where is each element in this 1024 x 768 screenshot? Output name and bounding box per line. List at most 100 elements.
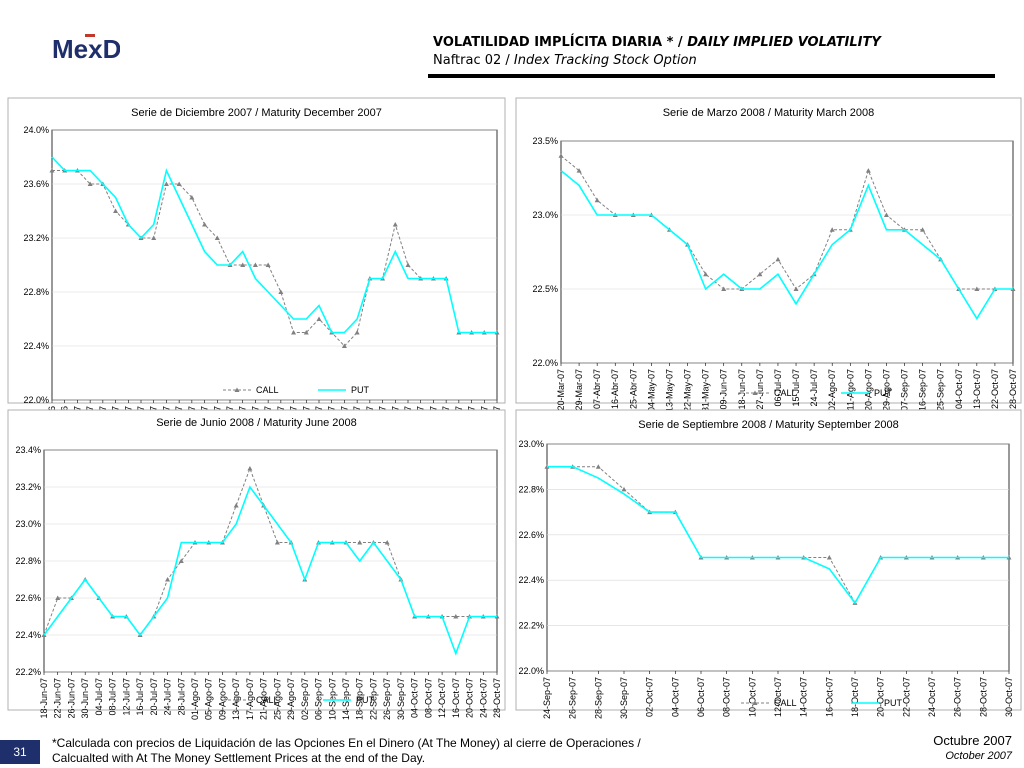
x-tick-label: 30-Oct-07	[1004, 677, 1014, 717]
x-tick-label: 14-Abr-07	[212, 406, 222, 446]
call-point	[757, 271, 763, 277]
x-tick-label: 08-Oct-07	[722, 677, 732, 717]
call-point	[594, 197, 600, 203]
x-tick-label: 16-Oct-07	[451, 678, 461, 718]
call-point	[878, 555, 884, 560]
x-tick-label: 07-Abr-07	[592, 369, 602, 409]
plot-area	[560, 140, 1014, 364]
series-put-line	[43, 485, 497, 656]
call-point	[367, 276, 373, 281]
call-point	[469, 330, 475, 335]
call-point	[189, 195, 195, 200]
x-tick-label: 04-Oct-07	[670, 677, 680, 717]
x-tick-label: 18-Jun-07	[39, 678, 49, 719]
plot-area	[51, 129, 498, 401]
call-point	[55, 595, 61, 600]
call-point	[219, 540, 225, 545]
x-tick-label: 20-Oct-07	[479, 406, 489, 446]
x-tick-label: 02-May-07	[238, 406, 248, 449]
call-point	[261, 503, 267, 508]
x-tick-label: 05-Sep-07	[416, 406, 426, 448]
x-tick-label: 05-Ene-07	[72, 406, 82, 448]
x-tick-label: 02-Sep-07	[300, 678, 310, 720]
x-tick-label: 09-Ago-07	[378, 406, 388, 448]
title-main: VOLATILIDAD IMPLÍCITA DIARIA * /	[433, 35, 688, 50]
call-point	[685, 242, 691, 247]
y-tick-label: 22.8%	[518, 484, 544, 494]
call-point	[453, 614, 459, 619]
x-tick-label: 27-Jun-07	[755, 369, 765, 410]
chart-frame	[7, 409, 506, 711]
chart-panel-0: Serie de Diciembre 2007 / Maturity Decem…	[7, 97, 506, 449]
x-tick-label: 04-Oct-07	[954, 369, 964, 409]
legend-put-label: PUT	[351, 385, 370, 395]
y-tick-label: 23.5%	[532, 136, 558, 146]
x-tick-label: 04-Jul-07	[94, 678, 104, 716]
x-tick-label: 18-Oct-07	[850, 677, 860, 717]
x-tick-label: 22-Jul-07	[352, 406, 362, 444]
y-tick-label: 23.2%	[23, 233, 49, 243]
x-tick-label: 22-Oct-07	[901, 677, 911, 717]
y-tick-label: 22.5%	[532, 284, 558, 294]
header-rule	[428, 74, 995, 78]
x-tick-label: 12-Oct-07	[437, 678, 447, 718]
call-point	[666, 227, 672, 232]
x-tick-label: 22-Jun-07	[53, 678, 63, 719]
call-point	[775, 555, 781, 560]
call-point	[883, 212, 889, 217]
call-point	[412, 614, 418, 619]
call-point	[630, 212, 636, 217]
y-tick-label: 22.6%	[518, 530, 544, 540]
x-tick-label: 23-Sep-07	[441, 406, 451, 448]
x-tick-label: 13-Ago-07	[231, 678, 241, 720]
x-tick-label: 20-Jul-07	[149, 678, 159, 716]
x-tick-label: 16-Oct-07	[824, 677, 834, 717]
x-tick-label: 25-Sep-07	[936, 369, 946, 411]
chart-title: Serie de Septiembre 2008 / Maturity Sept…	[638, 419, 898, 431]
legend-call-label: CALL	[256, 695, 279, 705]
call-point	[137, 632, 143, 637]
x-tick-label: 28-Oct-07	[978, 677, 988, 717]
y-tick-label: 22.8%	[15, 556, 41, 566]
call-point	[647, 509, 653, 515]
call-point	[151, 614, 157, 619]
x-tick-label: 13-Oct-07	[972, 369, 982, 409]
x-tick-label: 05-Abr-07	[200, 406, 210, 446]
x-tick-label: 18-Jun-07	[737, 369, 747, 410]
page-subtitle: Naftrac 02 / Index Tracking Stock Option	[433, 53, 697, 68]
x-tick-label: 24-Sep-07	[542, 677, 552, 719]
x-tick-label: 08-Jul-07	[108, 678, 118, 716]
series-call-line	[560, 155, 1013, 290]
mexder-logo: MexDer	[52, 34, 120, 64]
chart-frame	[515, 97, 1022, 404]
call-point	[494, 614, 500, 619]
call-point	[721, 286, 727, 291]
x-tick-label: 20-Mar-07	[556, 369, 566, 411]
x-tick-label: 28-Jul-07	[176, 678, 186, 716]
subtitle-main: Naftrac 02 /	[433, 53, 514, 68]
x-tick-label: 29-Mar-07	[574, 369, 584, 411]
call-point	[265, 262, 271, 267]
x-tick-label: 24-Jul-07	[809, 369, 819, 407]
x-tick-label: 25-Abr-07	[628, 369, 638, 409]
x-tick-label: 11-Oct-07	[467, 406, 477, 445]
x-tick-label: 04-Oct-07	[410, 678, 420, 718]
call-point	[595, 464, 601, 469]
legend-call-marker	[752, 700, 758, 705]
chart-title: Serie de Marzo 2008 / Maturity March 200…	[663, 107, 875, 119]
plot-area	[43, 449, 498, 673]
x-tick-label: 24-Oct-07	[927, 677, 937, 717]
call-point	[96, 595, 102, 600]
call-point	[247, 466, 253, 471]
call-point	[826, 555, 832, 560]
x-tick-label: 21-Ago-07	[259, 678, 269, 720]
x-tick-label: 31-May-07	[701, 369, 711, 412]
call-point	[648, 212, 654, 217]
x-tick-label: 12-Jul-07	[121, 678, 131, 716]
x-tick-label: 20-Oct-07	[465, 678, 475, 718]
call-point	[380, 276, 386, 281]
x-tick-label: 06-Jul-07	[773, 369, 783, 407]
chart-panel-3: Serie de Septiembre 2008 / Maturity Sept…	[515, 409, 1022, 719]
call-point	[123, 614, 129, 619]
x-tick-label: 20-May-07	[263, 406, 273, 449]
